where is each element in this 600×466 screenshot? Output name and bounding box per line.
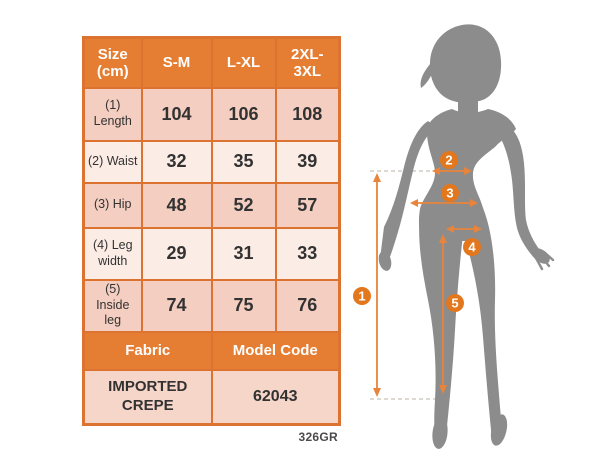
left-leg — [419, 211, 463, 436]
table-header-row: Size (cm) S-M L-XL 2XL-3XL — [82, 36, 341, 89]
head — [446, 43, 490, 97]
size-cm-header: Size (cm) — [82, 36, 143, 89]
marker-2-label: 2 — [445, 153, 452, 168]
leg-width-lxl-value: 31 — [210, 226, 277, 281]
fabric-header: Fabric — [82, 330, 213, 371]
measurement-arrow-4 — [446, 225, 482, 233]
hip-sm-value: 48 — [140, 181, 213, 229]
marker-1-label: 1 — [358, 289, 365, 304]
marker-3-label: 3 — [446, 186, 453, 201]
left-arm — [380, 121, 436, 262]
measurement-arrow-2 — [432, 167, 472, 175]
inside-leg-sm-value: 74 — [140, 278, 213, 333]
measurement-arrow-1 — [373, 173, 381, 397]
torso — [418, 109, 516, 241]
row-label-hip: (3) Hip — [82, 181, 143, 229]
table-row-leg-width: (4) Leg width 29 31 33 — [82, 226, 341, 281]
model-code-header: Model Code — [210, 330, 341, 371]
figure-svg: 1 2 3 4 5 — [353, 24, 555, 449]
length-lxl-value: 106 — [210, 86, 277, 142]
leg-width-2xl3xl-value: 33 — [274, 226, 341, 281]
table-row-length: (1) Length 104 106 108 — [82, 86, 341, 142]
right-fingers — [534, 250, 555, 271]
row-label-inside-leg: (5) Inside leg — [82, 278, 143, 333]
length-sm-value: 104 — [140, 86, 213, 142]
inside-leg-lxl-value: 75 — [210, 278, 277, 333]
dashed-reference-lines — [370, 170, 442, 400]
measurement-markers: 1 2 3 4 5 — [353, 151, 481, 312]
model-code-value: 62043 — [210, 368, 341, 426]
waist-lxl-value: 35 — [210, 139, 277, 184]
table-row-inside-leg: (5) Inside leg 74 75 76 — [82, 278, 341, 333]
marker-5-label: 5 — [451, 296, 458, 311]
inside-leg-2xl3xl-value: 76 — [274, 278, 341, 333]
fabric-header-row: Fabric Model Code — [82, 330, 341, 371]
left-hand — [378, 251, 392, 271]
right-leg — [464, 208, 503, 439]
size-figure-illustration: 1 2 3 4 5 — [350, 15, 600, 461]
size-chart-table: Size (cm) S-M L-XL 2XL-3XL (1) Length 10… — [82, 36, 341, 426]
waist-2xl3xl-value: 39 — [274, 139, 341, 184]
measurement-arrow-3 — [410, 199, 478, 207]
weight-note: 326GR — [298, 430, 338, 444]
hair-flick — [420, 63, 435, 88]
table-row-hip: (3) Hip 48 52 57 — [82, 181, 341, 229]
length-2xl3xl-value: 108 — [274, 86, 341, 142]
right-arm — [494, 123, 542, 260]
fabric-value: IMPORTED CREPE — [82, 368, 213, 426]
column-header-2xl3xl: 2XL-3XL — [274, 36, 341, 89]
hip-lxl-value: 52 — [210, 181, 277, 229]
hip-2xl3xl-value: 57 — [274, 181, 341, 229]
left-foot — [432, 417, 448, 449]
marker-2-badge: 2 — [440, 151, 458, 169]
fabric-values-row: IMPORTED CREPE 62043 — [82, 368, 341, 426]
leg-width-sm-value: 29 — [140, 226, 213, 281]
marker-5-badge: 5 — [446, 294, 464, 312]
measurement-arrows — [373, 167, 482, 397]
marker-4-label: 4 — [468, 240, 476, 255]
measurement-arrow-5 — [439, 234, 447, 394]
marker-3-badge: 3 — [441, 184, 459, 202]
column-header-lxl: L-XL — [210, 36, 277, 89]
marker-1-badge: 1 — [353, 287, 371, 305]
waist-sm-value: 32 — [140, 139, 213, 184]
marker-4-badge: 4 — [463, 238, 481, 256]
right-foot — [490, 414, 508, 446]
neck — [458, 87, 478, 119]
table-row-waist: (2) Waist 32 35 39 — [82, 139, 341, 184]
female-silhouette — [378, 24, 555, 449]
row-label-leg-width: (4) Leg width — [82, 226, 143, 281]
column-header-sm: S-M — [140, 36, 213, 89]
row-label-waist: (2) Waist — [82, 139, 143, 184]
row-label-length: (1) Length — [82, 86, 143, 142]
